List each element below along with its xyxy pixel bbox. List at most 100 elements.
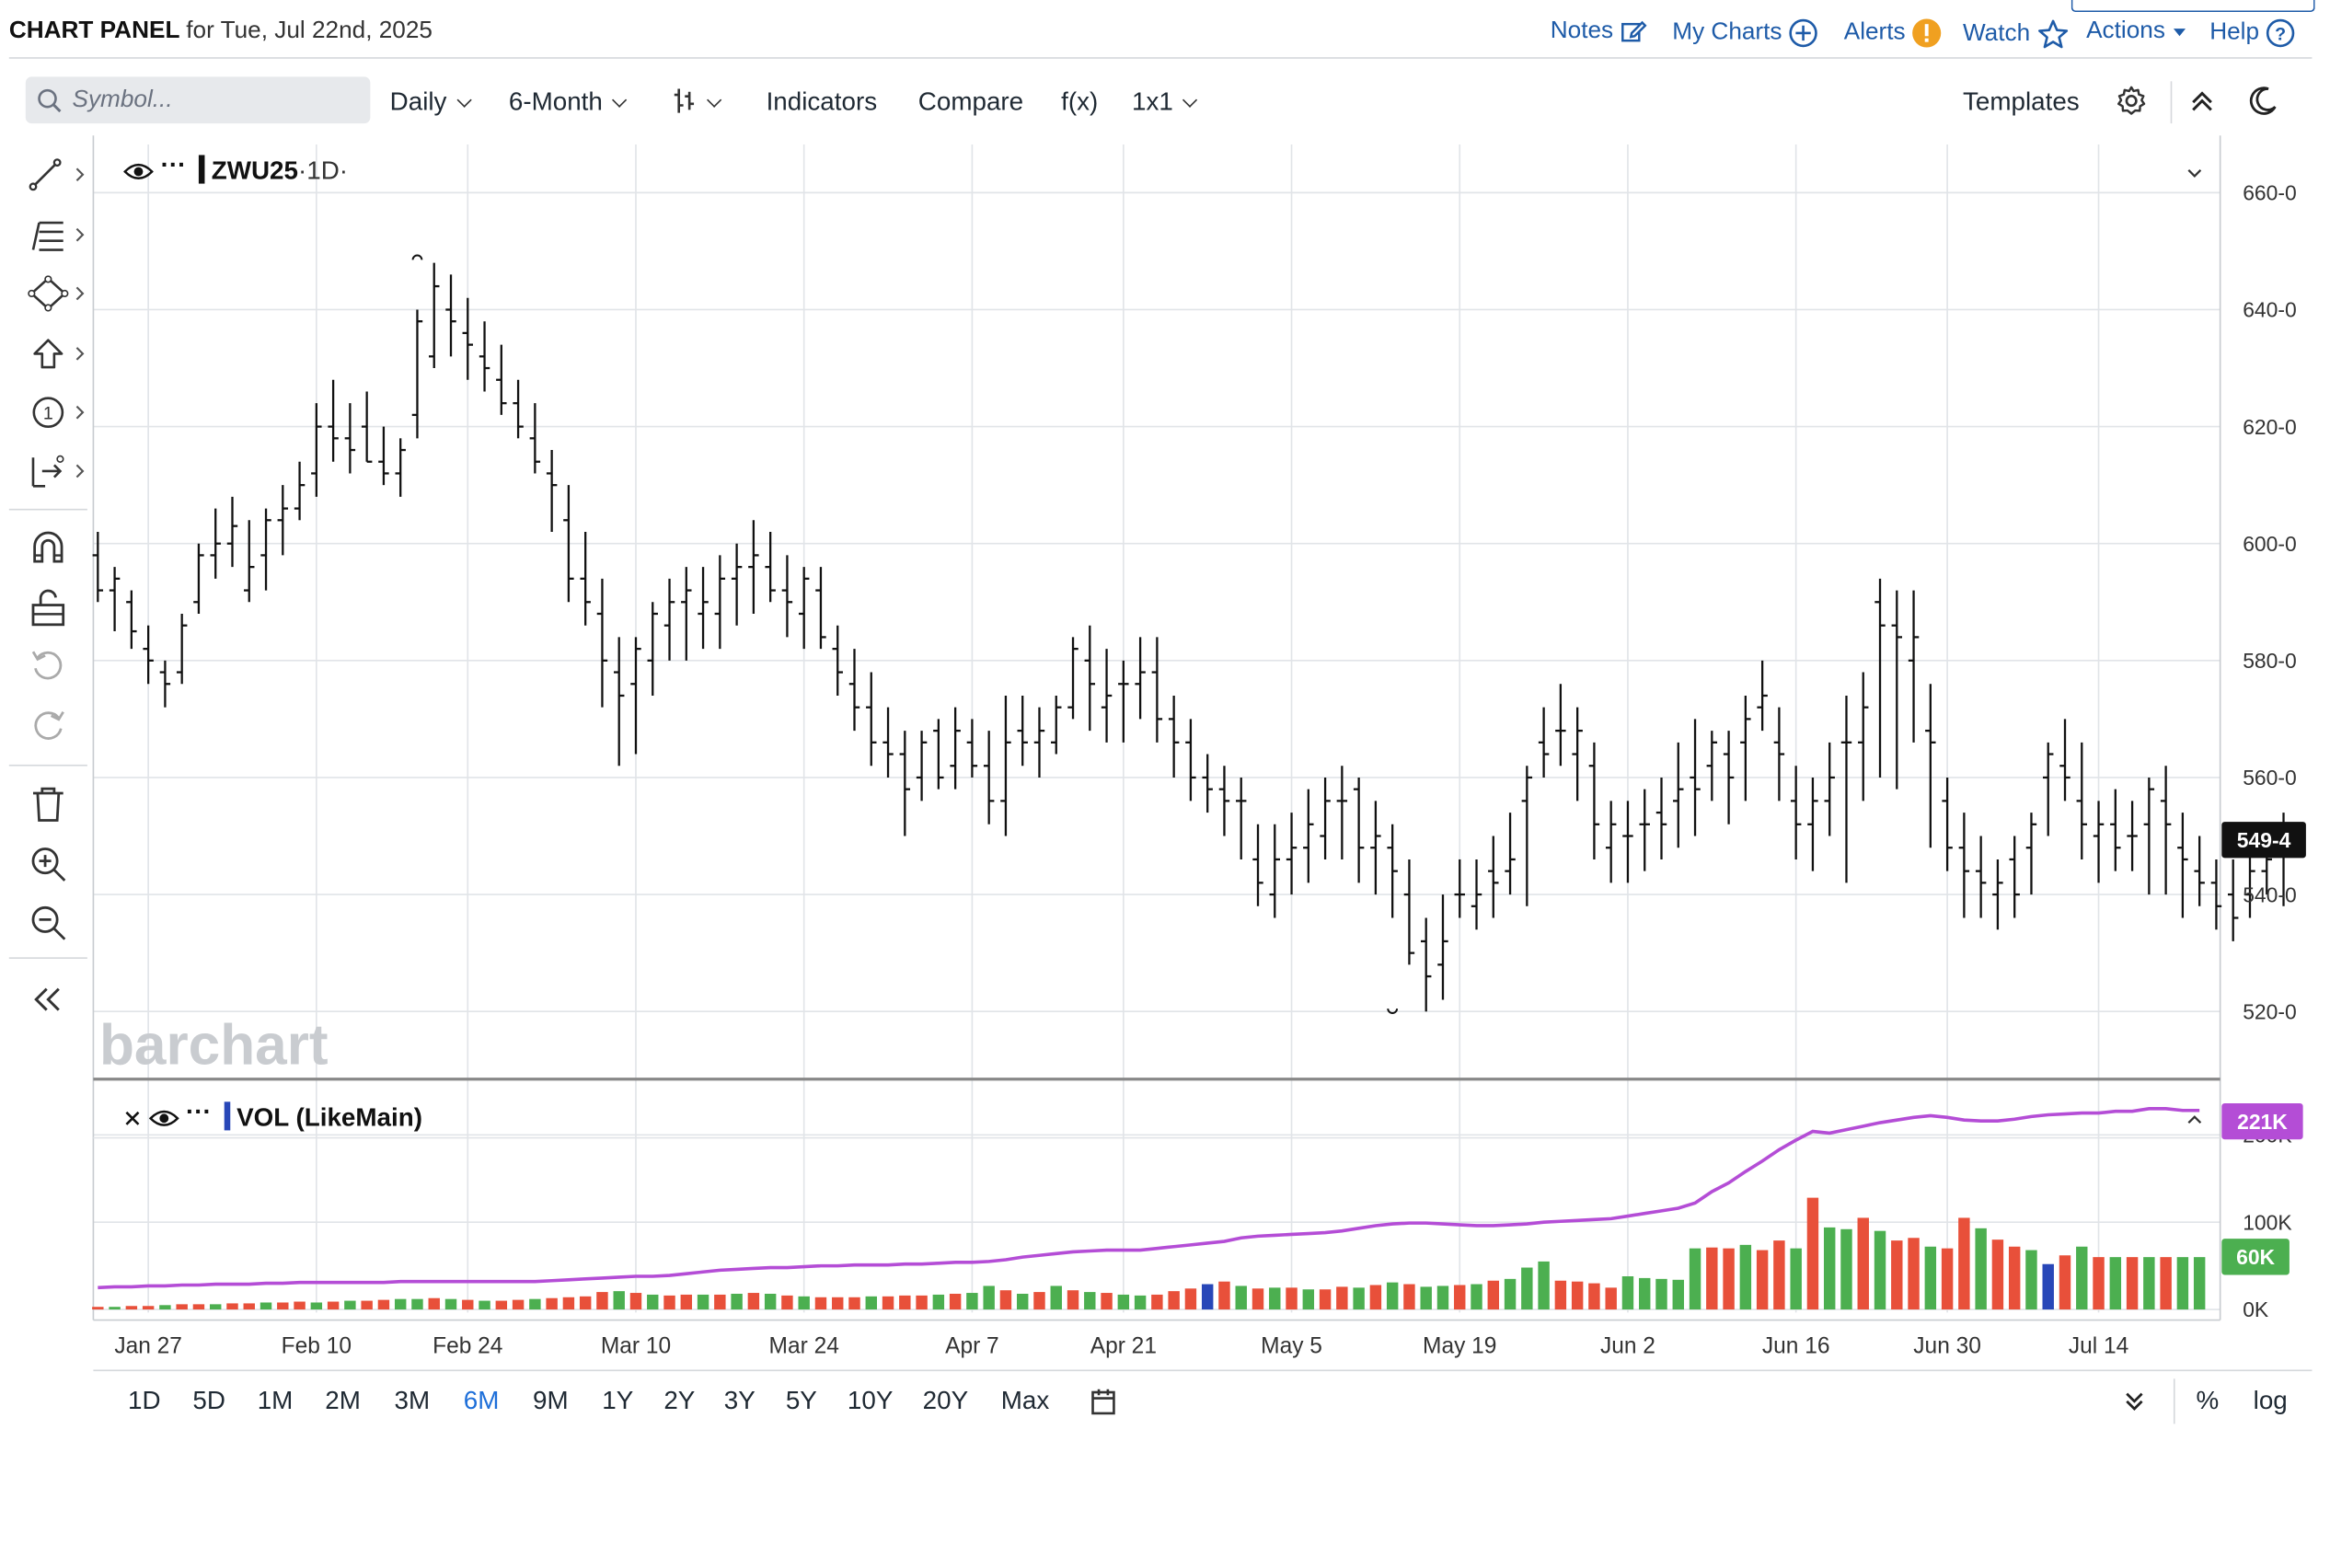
- redo-icon[interactable]: [29, 708, 68, 747]
- range-button-2m[interactable]: 2M: [325, 1386, 361, 1415]
- range-button-5y[interactable]: 5Y: [785, 1386, 817, 1415]
- eye-icon[interactable]: [148, 1108, 179, 1129]
- expand-down-icon[interactable]: [2122, 1389, 2146, 1413]
- ohlc-bar: [2059, 719, 2070, 801]
- volume-bar: [916, 1295, 928, 1310]
- ohlc-bar: [1824, 742, 1835, 836]
- range-button-1y[interactable]: 1Y: [602, 1386, 634, 1415]
- ohlc-bars: [92, 262, 2290, 1012]
- notes-link[interactable]: Notes: [1551, 18, 1647, 45]
- volume-bar: [1874, 1230, 1886, 1310]
- settings-gear-icon[interactable]: [2115, 85, 2148, 118]
- range-button-6m[interactable]: 6M: [463, 1386, 500, 1415]
- zoom-out-icon[interactable]: [29, 903, 68, 942]
- volume-bar: [479, 1300, 490, 1310]
- ohlc-bar: [1874, 578, 1886, 778]
- my-charts-link[interactable]: My Charts: [1672, 18, 1818, 49]
- volume-bar: [1554, 1280, 1567, 1310]
- range-button-10y[interactable]: 10Y: [847, 1386, 894, 1415]
- volume-bar: [1184, 1288, 1197, 1310]
- shapes-tool-icon[interactable]: [27, 275, 96, 312]
- dark-mode-moon-icon[interactable]: [2245, 85, 2278, 118]
- volume-bar: [2093, 1257, 2105, 1310]
- range-button-3m[interactable]: 3M: [394, 1386, 431, 1415]
- undo-icon[interactable]: [29, 647, 68, 686]
- watch-link[interactable]: Watch: [1963, 18, 2070, 52]
- volume-bar: [1655, 1278, 1667, 1310]
- layout-dropdown[interactable]: 1x1: [1132, 87, 1198, 118]
- range-button-20y[interactable]: 20Y: [922, 1386, 969, 1415]
- trendline-tool-icon[interactable]: [27, 156, 96, 192]
- ohlc-bar: [1471, 859, 1482, 930]
- main-series-legend[interactable]: ··· ZWU25·1D·: [123, 151, 348, 186]
- arrow-up-tool-icon[interactable]: [27, 336, 96, 372]
- volume-bar: [260, 1302, 272, 1310]
- templates-button[interactable]: Templates: [1962, 86, 2080, 116]
- volume-bar: [1067, 1290, 1079, 1310]
- volume-indicator-label: VOL (LikeMain): [236, 1102, 423, 1133]
- range-button-max[interactable]: Max: [1000, 1386, 1050, 1415]
- more-options-icon[interactable]: ···: [185, 1097, 212, 1126]
- compare-button[interactable]: Compare: [917, 86, 1024, 116]
- calendar-icon[interactable]: [1090, 1386, 1116, 1416]
- range-button-2y[interactable]: 2Y: [663, 1386, 696, 1415]
- chart-type-dropdown[interactable]: [673, 87, 722, 118]
- ohlc-bar: [1420, 917, 1432, 1012]
- volume-panel-collapse-icon[interactable]: [2186, 1113, 2204, 1127]
- legend-collapse-chevron-icon[interactable]: [2186, 166, 2204, 180]
- ohlc-bar: [210, 508, 221, 579]
- ohlc-bar: [1135, 637, 1146, 720]
- symbol-search-input[interactable]: [25, 76, 371, 124]
- bar-chart-type-icon: [674, 88, 695, 113]
- volume-bar: [1975, 1228, 1987, 1310]
- range-button-1d[interactable]: 1D: [128, 1386, 161, 1415]
- low-marker: [1387, 1008, 1399, 1014]
- ohlc-bar: [1958, 813, 1970, 918]
- volume-bar: [999, 1290, 1012, 1310]
- last-volume-tag: 60K: [2221, 1239, 2290, 1275]
- volume-bar: [579, 1296, 592, 1310]
- last-price-tag: 549-4: [2221, 822, 2306, 859]
- volume-bar: [596, 1292, 608, 1310]
- volume-bar: [1521, 1267, 1533, 1310]
- collapse-up-icon[interactable]: [2188, 87, 2215, 114]
- more-options-icon[interactable]: ···: [160, 150, 187, 179]
- range-button-3y[interactable]: 3Y: [723, 1386, 756, 1415]
- interval-dropdown[interactable]: Daily: [390, 87, 472, 118]
- zoom-in-icon[interactable]: [29, 845, 68, 884]
- volume-bar: [1806, 1197, 1819, 1310]
- actions-menu[interactable]: Actions: [2086, 18, 2189, 45]
- volume-bar: [2076, 1246, 2088, 1310]
- volume-bar: [629, 1293, 642, 1310]
- measure-tool-icon[interactable]: [27, 453, 96, 489]
- range-bar-separator: [2173, 1378, 2175, 1424]
- volume-legend[interactable]: ··· VOL (LikeMain): [123, 1097, 423, 1133]
- volume-bar: [444, 1298, 457, 1310]
- eye-icon[interactable]: [123, 161, 154, 182]
- svg-text:1: 1: [43, 404, 53, 424]
- indicators-button[interactable]: Indicators: [766, 86, 878, 116]
- fx-button[interactable]: f(x): [1061, 86, 1099, 116]
- range-button-9m[interactable]: 9M: [533, 1386, 569, 1415]
- ohlc-bar: [2227, 859, 2239, 941]
- trash-icon[interactable]: [29, 784, 68, 824]
- volume-bar: [731, 1293, 743, 1310]
- fibonacci-tool-icon[interactable]: [27, 217, 96, 253]
- number-marker-tool-icon[interactable]: 1: [27, 395, 96, 431]
- ohlc-bar: [731, 543, 743, 626]
- log-scale-button[interactable]: log: [2253, 1386, 2288, 1415]
- ohlc-bar: [966, 719, 978, 778]
- magnet-icon[interactable]: [29, 528, 68, 568]
- ohlc-bar: [226, 496, 238, 568]
- range-button-5d[interactable]: 5D: [192, 1386, 225, 1415]
- unlock-icon[interactable]: [29, 589, 68, 628]
- period-dropdown[interactable]: 6-Month: [509, 87, 628, 118]
- collapse-sidebar-icon[interactable]: [31, 983, 64, 1016]
- range-button-1m[interactable]: 1M: [257, 1386, 294, 1415]
- price-tick-label: 600-0: [2243, 532, 2297, 556]
- percent-scale-button[interactable]: %: [2196, 1386, 2220, 1415]
- help-link[interactable]: Help ?: [2209, 18, 2295, 49]
- alerts-link[interactable]: Alerts: [1844, 18, 1942, 49]
- close-icon[interactable]: [123, 1110, 142, 1128]
